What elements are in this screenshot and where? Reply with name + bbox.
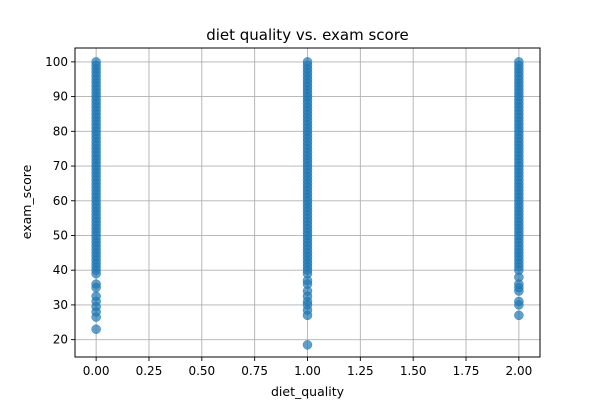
x-axis-label: diet_quality <box>271 384 345 399</box>
x-tick-label: 0.75 <box>241 364 268 378</box>
y-tick-label: 30 <box>53 298 68 312</box>
x-tick-label: 1.25 <box>347 364 374 378</box>
y-tick-label: 100 <box>45 55 68 69</box>
x-tick-label: 1.50 <box>400 364 427 378</box>
x-tick-label: 1.00 <box>294 364 321 378</box>
x-tick-label: 1.75 <box>453 364 480 378</box>
chart-title: diet quality vs. exam score <box>206 26 409 44</box>
scatter-point <box>91 279 101 289</box>
data-points <box>91 57 524 350</box>
y-axis-label: exam_score <box>19 164 34 239</box>
x-tick-label: 0.50 <box>188 364 215 378</box>
x-tick-label: 0.00 <box>83 364 110 378</box>
scatter-point <box>91 291 101 301</box>
y-tick-label: 20 <box>53 333 68 347</box>
scatter-point <box>302 57 313 67</box>
y-tick-label: 50 <box>53 228 68 242</box>
scatter-point <box>91 57 101 67</box>
y-axis-ticks: 20 30 40 50 60 70 80 90 100 <box>45 55 75 347</box>
x-tick-label: 2.00 <box>506 364 533 378</box>
scatter-point <box>91 324 101 334</box>
y-tick-label: 80 <box>53 124 68 138</box>
scatter-point <box>514 57 524 67</box>
scatter-point <box>514 310 524 321</box>
x-tick-label: 0.25 <box>136 364 163 378</box>
y-tick-label: 40 <box>53 263 68 277</box>
x-axis-ticks: 0.00 0.25 0.50 0.75 1.00 1.25 1.50 1.75 2.00 <box>83 357 532 378</box>
scatter-point <box>302 340 313 350</box>
y-tick-label: 90 <box>53 90 68 104</box>
scatter-point <box>514 296 524 307</box>
y-tick-label: 70 <box>53 159 68 173</box>
y-tick-label: 60 <box>53 194 68 208</box>
